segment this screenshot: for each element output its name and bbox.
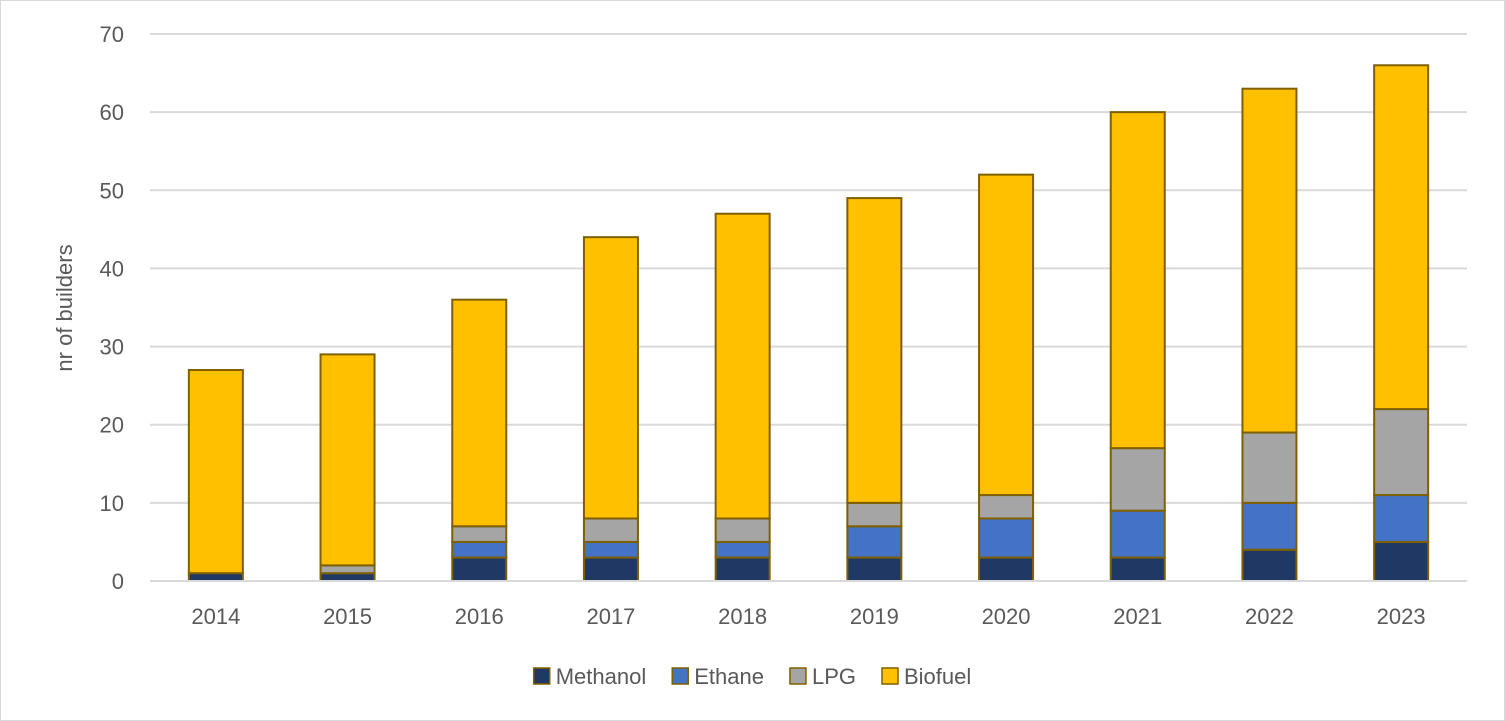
bar-segment-ethane <box>714 540 771 559</box>
legend-label-lpg: LPG <box>812 664 856 689</box>
y-tick-label: 60 <box>100 100 124 125</box>
bar-segment-biofuel <box>187 369 244 575</box>
bar-segment-methanol <box>187 572 244 583</box>
x-tick-label: 2018 <box>718 604 767 629</box>
bar-segment-lpg <box>846 501 903 528</box>
legend-label-methanol: Methanol <box>556 664 647 689</box>
bar-segment-biofuel <box>319 353 376 567</box>
x-tick-label: 2016 <box>455 604 504 629</box>
bar-segment-biofuel <box>714 212 771 520</box>
y-axis-tick-labels: 0 10 20 30 40 50 60 70 <box>100 22 124 594</box>
y-tick-label: 70 <box>100 22 124 47</box>
legend: Methanol Ethane LPG Biofuel <box>532 664 971 689</box>
bar-segment-biofuel <box>451 298 508 528</box>
bar-segment-lpg <box>582 517 639 543</box>
x-tick-label: 2017 <box>586 604 635 629</box>
x-axis-tick-labels: 2014 2015 2016 2017 2018 2019 2020 2021 2022 2023 <box>191 604 1425 629</box>
bar-segment-biofuel <box>1109 111 1166 450</box>
bar-segment-ethane <box>978 517 1035 559</box>
bar-segment-lpg <box>1109 447 1166 512</box>
legend-swatch-methanol <box>532 667 551 685</box>
bar-segment-methanol <box>714 556 771 582</box>
y-tick-label: 0 <box>112 569 124 594</box>
legend-label-biofuel: Biofuel <box>904 664 971 689</box>
x-tick-label: 2014 <box>191 604 240 629</box>
x-tick-label: 2019 <box>850 604 899 629</box>
x-tick-label: 2023 <box>1377 604 1426 629</box>
legend-swatch-lpg <box>789 667 807 685</box>
bar-segment-biofuel <box>846 197 903 504</box>
x-tick-label: 2022 <box>1245 604 1294 629</box>
bar-segment-ethane <box>1241 501 1298 551</box>
bar-segment-ethane <box>1109 509 1166 559</box>
bar-segment-lpg <box>1241 431 1298 504</box>
bar-segment-methanol <box>1373 540 1430 583</box>
bar-segment-methanol <box>978 556 1035 582</box>
bar-segment-ethane <box>582 540 639 559</box>
y-axis-title: nr of builders <box>52 244 77 371</box>
bar-segment-ethane <box>451 540 508 559</box>
bar-segment-biofuel <box>582 236 639 520</box>
bar-segment-methanol <box>1241 548 1298 583</box>
y-tick-label: 20 <box>100 413 124 438</box>
bar-segment-biofuel <box>978 173 1035 497</box>
x-tick-label: 2021 <box>1113 604 1162 629</box>
bar-segment-biofuel <box>1241 87 1298 434</box>
bar-segment-lpg <box>1373 408 1430 497</box>
x-tick-label: 2015 <box>323 604 372 629</box>
legend-swatch-biofuel <box>881 667 899 685</box>
bars <box>187 64 1430 583</box>
bar-segment-ethane <box>1373 494 1430 543</box>
bar-segment-methanol <box>319 572 376 583</box>
legend-swatch-ethane <box>671 667 689 685</box>
bar-segment-methanol <box>451 556 508 582</box>
bar-segment-lpg <box>319 564 376 575</box>
y-tick-label: 50 <box>100 178 124 203</box>
bar-segment-lpg <box>978 494 1035 520</box>
bar-segment-methanol <box>1109 556 1166 582</box>
x-tick-label: 2020 <box>982 604 1031 629</box>
bar-segment-biofuel <box>1373 64 1430 411</box>
bar-segment-lpg <box>451 525 508 543</box>
bar-segment-methanol <box>846 556 903 582</box>
bar-segment-lpg <box>714 517 771 543</box>
legend-label-ethane: Ethane <box>694 664 764 689</box>
y-tick-label: 30 <box>100 335 124 360</box>
y-tick-label: 40 <box>100 256 124 281</box>
bar-segment-methanol <box>582 556 639 582</box>
bar-segment-ethane <box>846 525 903 559</box>
y-tick-label: 10 <box>100 491 124 516</box>
